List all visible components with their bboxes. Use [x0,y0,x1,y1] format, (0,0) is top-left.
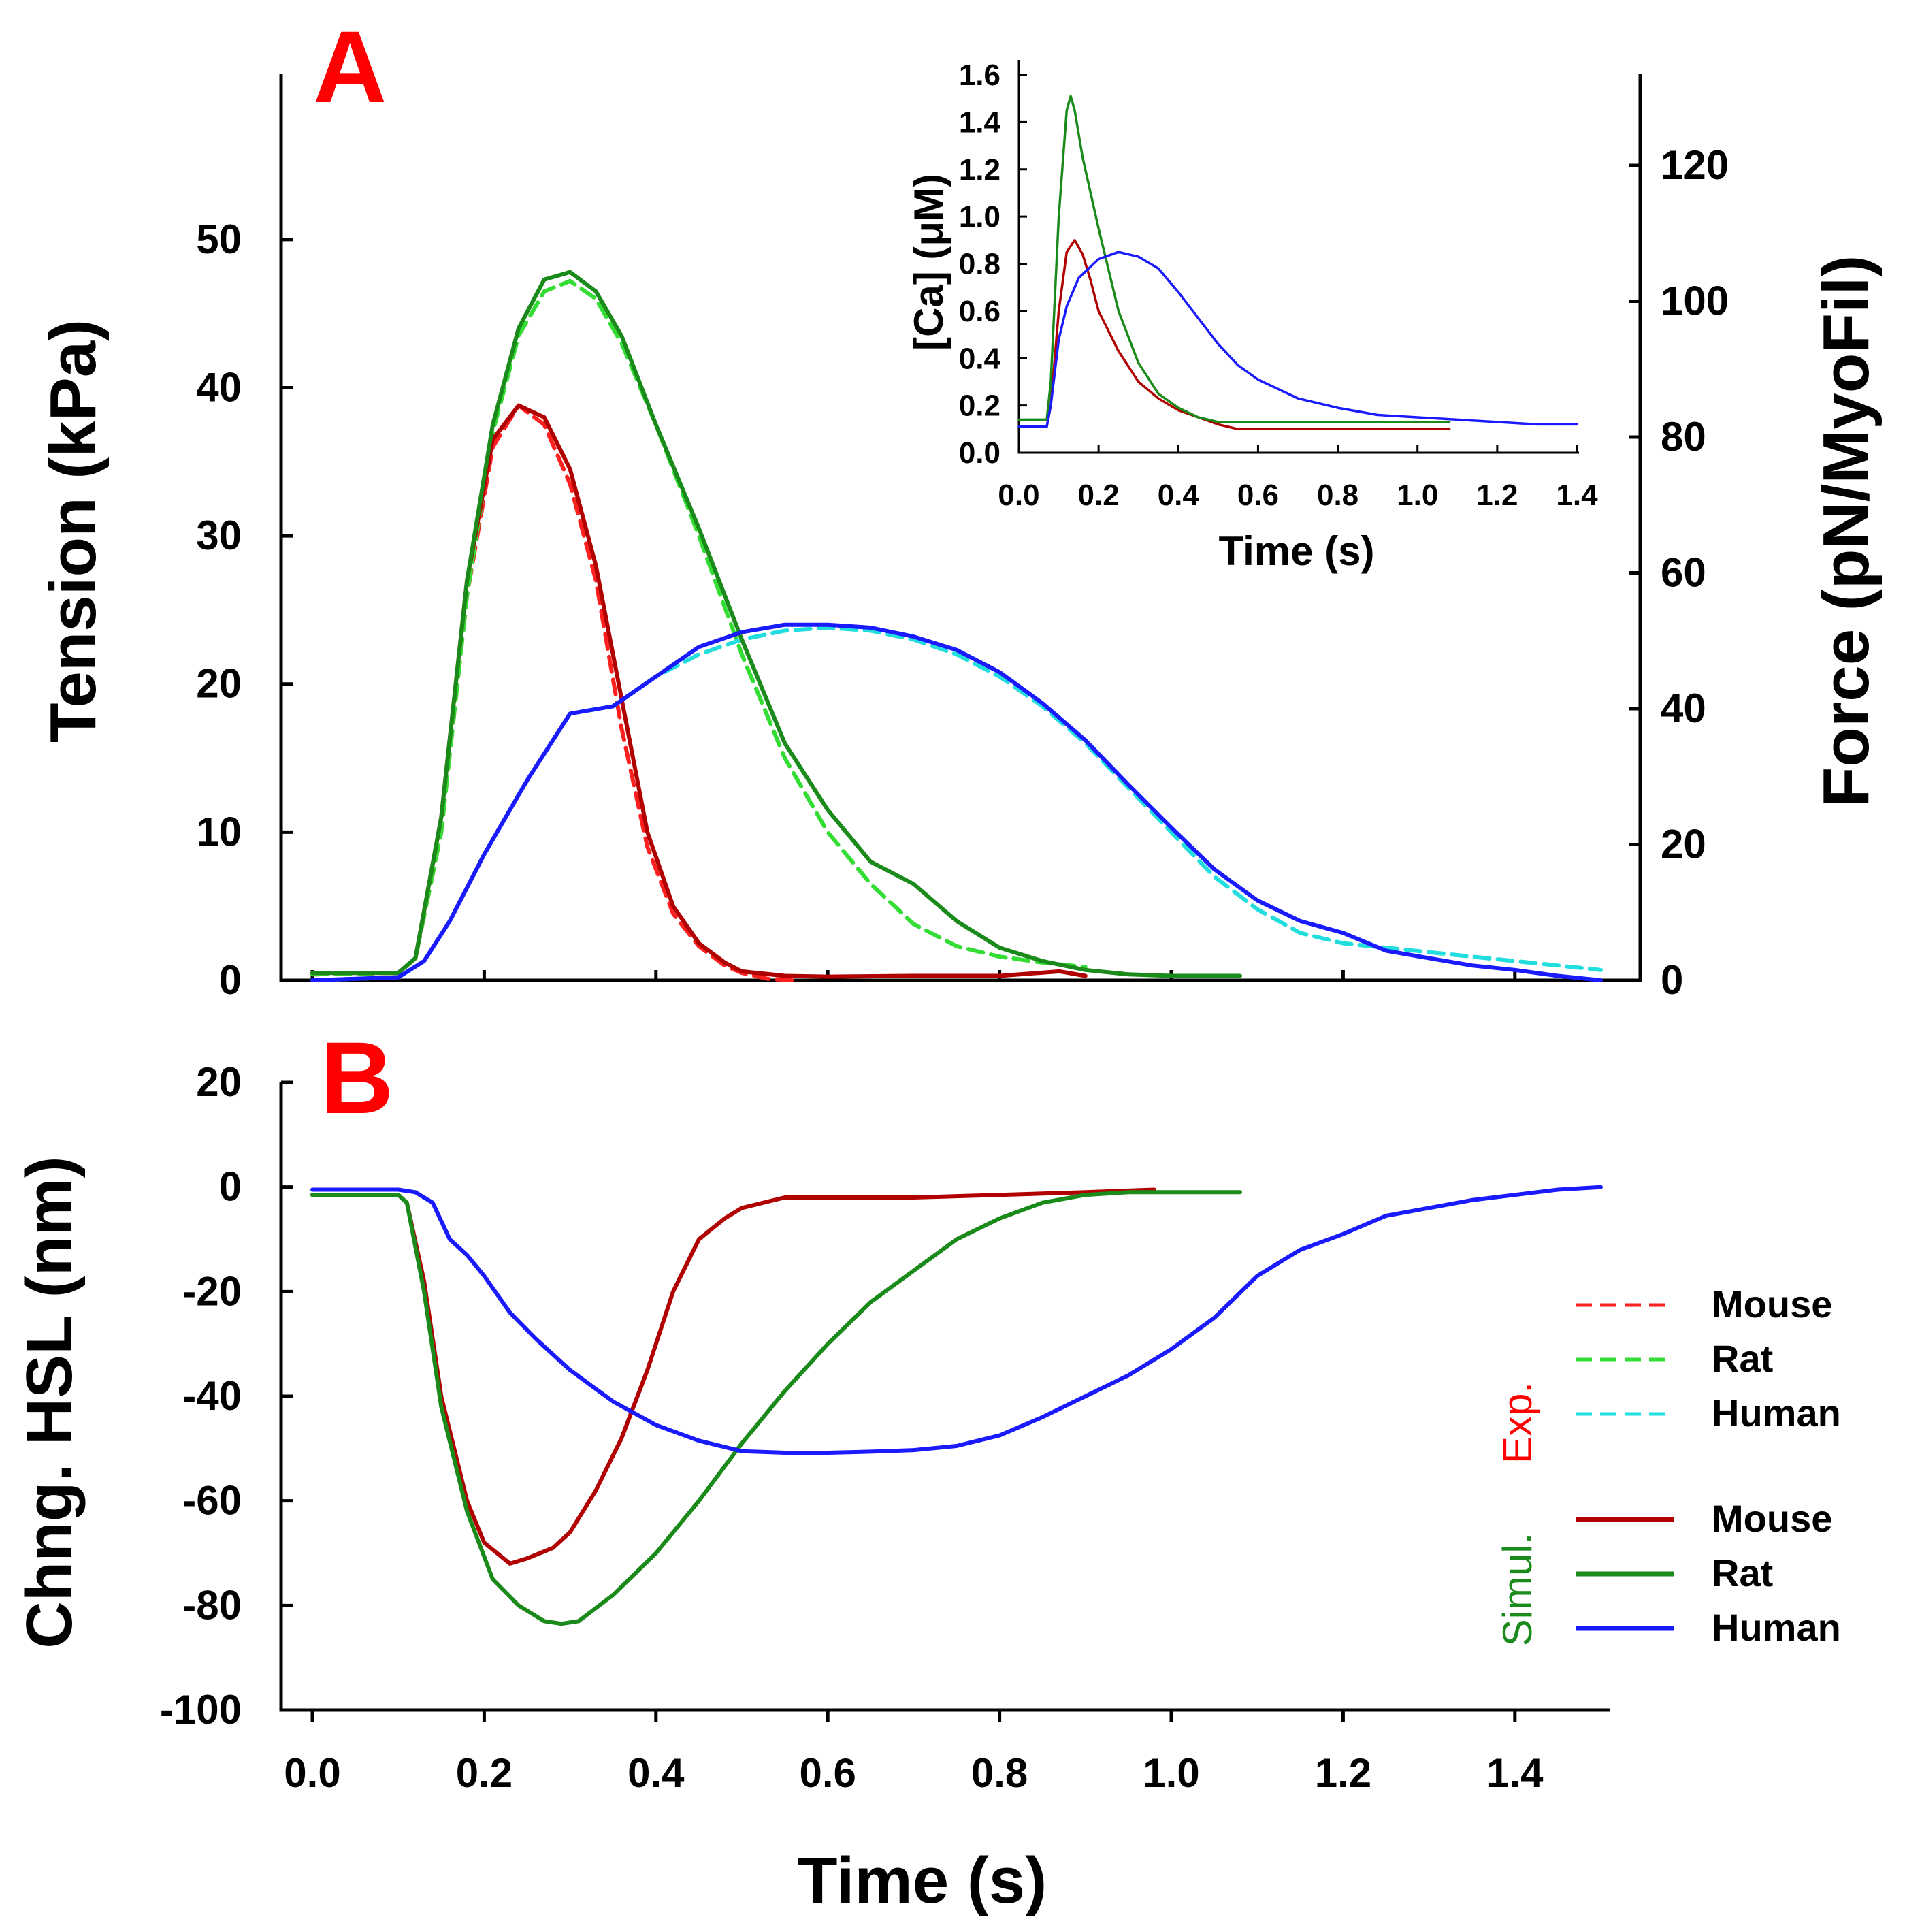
panel-a-y2-tick-label: 80 [1661,414,1706,460]
inset-y-tick-label: 0.2 [959,389,1000,423]
panel-b-y-tick-label: -80 [182,1582,242,1628]
inset-y-tick-label: 0.0 [959,436,1000,470]
panel-b-x-ticks: 0.0 0.2 0.4 0.6 0.8 1.0 1.2 1.4 [284,1710,1544,1796]
panel-a-series [310,270,1603,982]
panel-a-axes [279,74,1642,982]
panel-b-y-tick-label: -60 [182,1478,242,1524]
inset-human-line [1017,251,1578,428]
legend-simul-human-label: Human [1712,1606,1841,1649]
inset-y-tick-label: 0.8 [959,248,1000,281]
legend: Exp. Simul. Mouse Rat Human Mouse Rat Human [1495,1283,1841,1649]
inset-y-tick-label: 1.2 [959,153,1000,187]
panel-a-y-axis-title: Tension (kPa) [37,319,110,743]
panel-a-y-tick-label: 30 [196,513,242,558]
panel-b-x-tick-label: 1.4 [1486,1750,1544,1796]
inset-x-tick-label: 1.4 [1556,479,1598,512]
panel-b-x-tick-label: 1.0 [1143,1750,1199,1796]
panel-a-y2-tick-label: 100 [1661,278,1729,324]
panel-b-simul-human-line [310,1185,1603,1455]
inset-rat-line [1017,95,1451,423]
panel-a-y-tick-label: 50 [196,216,242,262]
calcium-inset-chart: 0.0 0.2 0.4 0.6 0.8 1.0 1.2 1.4 1.6 0.0 0.2 0.4 0.6… [906,59,1598,574]
inset-y-tick-label: 1.0 [959,200,1000,234]
legend-exp-rat-label: Rat [1712,1337,1773,1380]
panel-b-y-tick-label: -20 [182,1268,242,1314]
panel-a-y2-tick-label: 20 [1661,822,1706,867]
panel-b-y-tick-label: -100 [160,1687,242,1733]
panel-a-y2-ticks: 0 20 40 60 80 100 120 [1629,142,1729,1003]
inset-x-tick-label: 0.0 [998,479,1039,512]
inset-y-tick-label: 1.4 [959,106,1001,139]
panel-b-x-tick-label: 0.2 [456,1750,512,1796]
inset-y-ticks: 0.0 0.2 0.4 0.6 0.8 1.0 1.2 1.4 1.6 [959,59,1027,470]
x-axis-title: Time (s) [798,1844,1047,1917]
inset-x-ticks: 0.0 0.2 0.4 0.6 0.8 1.0 1.2 1.4 [998,445,1598,512]
panel-a-y2-axis-title: Force (pN/MyoFil) [1810,255,1883,807]
legend-simul-group-label: Simul. [1495,1533,1540,1647]
panel-a-simul-rat-line [310,270,1242,978]
panel-a-letter: A [313,10,387,124]
panel-b-chart: B -100 -80 -60 -40 -20 0 20 0.0 0.2 0.4 0.6 0.8 1.0… [13,1020,1610,1917]
inset-y-axis-title: [Ca] (μM) [906,174,951,351]
panel-a-y-tick-label: 10 [196,809,242,854]
panel-a-simul-human-line [310,622,1603,982]
panel-b-simul-rat-line [310,1190,1242,1626]
panel-a-y2-tick-label: 60 [1661,550,1706,596]
panel-b-x-tick-label: 0.4 [628,1750,685,1796]
panel-a-y-ticks: 0 10 20 30 40 50 [196,216,293,1003]
panel-b-x-tick-label: 0.8 [971,1750,1028,1796]
panel-a-y-tick-label: 40 [196,364,242,410]
inset-x-axis-title: Time (s) [1219,528,1375,574]
panel-a-y2-tick-label: 120 [1661,142,1729,188]
panel-b-y-tick-label: -40 [182,1373,242,1419]
inset-x-tick-label: 0.6 [1237,479,1279,512]
panel-b-x-tick-label: 1.2 [1315,1750,1371,1796]
legend-simul-rat-label: Rat [1712,1551,1773,1594]
panel-b-letter: B [320,1020,393,1135]
panel-b-x-tick-label: 0.0 [284,1750,340,1796]
legend-exp-mouse-label: Mouse [1712,1283,1832,1325]
panel-a-y-tick-label: 20 [196,661,242,707]
inset-x-tick-label: 0.4 [1158,479,1200,512]
legend-exp-human-label: Human [1712,1391,1841,1434]
panel-a-y2-tick-label: 0 [1661,957,1683,1003]
inset-x-tick-label: 0.8 [1317,479,1358,512]
inset-x-tick-label: 1.2 [1476,479,1518,512]
inset-mouse-line [1017,239,1451,431]
legend-exp-group-label: Exp. [1495,1382,1540,1464]
inset-x-tick-label: 1.0 [1397,479,1438,512]
panel-b-y-ticks: -100 -80 -60 -40 -20 0 20 [160,1059,293,1733]
panel-b-series [310,1185,1603,1626]
legend-items: Mouse Rat Human Mouse Rat Human [1576,1283,1841,1649]
panel-b-x-tick-label: 0.6 [799,1750,856,1796]
panel-a-y-tick-label: 0 [219,957,242,1003]
panel-b-y-tick-label: 20 [196,1059,242,1105]
panel-a-y2-tick-label: 40 [1661,686,1706,731]
legend-simul-mouse-label: Mouse [1712,1497,1832,1540]
inset-x-tick-label: 0.2 [1078,479,1120,512]
inset-y-tick-label: 1.6 [959,59,1000,92]
inset-y-tick-label: 0.6 [959,295,1000,328]
panel-b-y-axis-title: Chng. HSL (nm) [13,1156,86,1648]
panel-a-chart: A 0 10 20 30 40 50 0 20 40 60 80 100 120 Tension (k… [37,10,1883,1003]
inset-y-tick-label: 0.4 [959,342,1001,375]
inset-series [1017,95,1578,431]
panel-b-y-tick-label: 0 [219,1164,242,1210]
